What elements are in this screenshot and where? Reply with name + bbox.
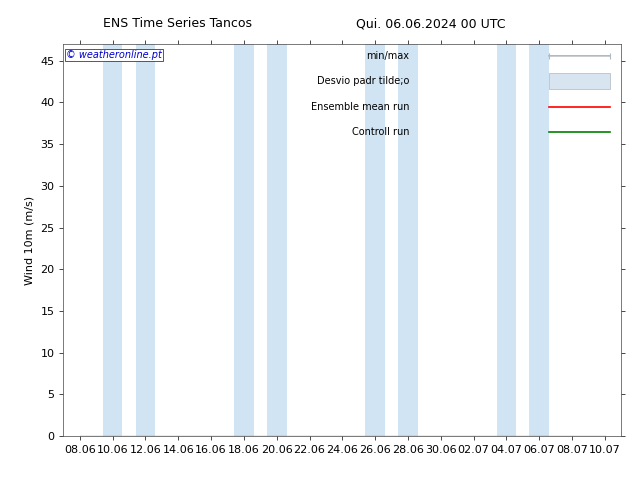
FancyBboxPatch shape xyxy=(549,74,610,89)
Text: ENS Time Series Tancos: ENS Time Series Tancos xyxy=(103,17,252,30)
Text: © weatheronline.pt: © weatheronline.pt xyxy=(66,50,162,60)
Bar xyxy=(136,44,155,436)
Y-axis label: Wind 10m (m/s): Wind 10m (m/s) xyxy=(25,196,35,285)
Bar xyxy=(496,44,516,436)
Bar xyxy=(234,44,254,436)
Text: Desvio padr tilde;o: Desvio padr tilde;o xyxy=(317,76,410,86)
Bar xyxy=(398,44,418,436)
Text: Controll run: Controll run xyxy=(352,127,410,137)
Text: Qui. 06.06.2024 00 UTC: Qui. 06.06.2024 00 UTC xyxy=(356,17,506,30)
Bar xyxy=(365,44,385,436)
Bar xyxy=(529,44,549,436)
Text: min/max: min/max xyxy=(366,51,410,61)
Text: Ensemble mean run: Ensemble mean run xyxy=(311,102,410,112)
Bar xyxy=(267,44,287,436)
Bar xyxy=(103,44,122,436)
